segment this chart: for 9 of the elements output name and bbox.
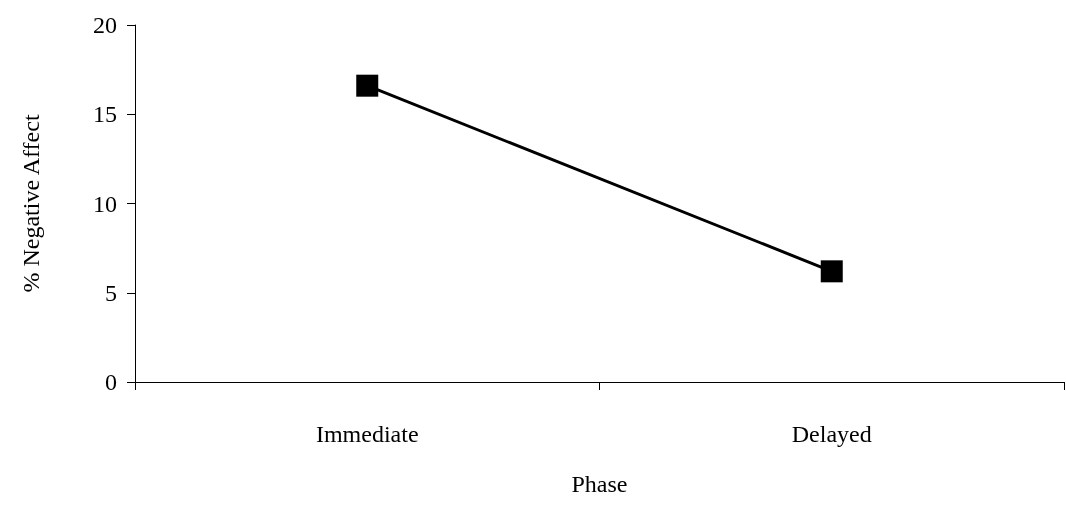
y-tick-label: 0 (105, 369, 117, 395)
y-tick-label: 15 (93, 101, 117, 128)
x-tick-label: Immediate (315, 421, 419, 447)
y-tick-label: 20 (93, 12, 117, 38)
y-axis-title: % Negative Affect (18, 114, 44, 293)
y-tick-label: 10 (93, 190, 117, 217)
x-axis-title: Phase (571, 471, 628, 497)
y-tick-label: 5 (105, 279, 117, 306)
x-tick-label: Delayed (791, 421, 872, 447)
